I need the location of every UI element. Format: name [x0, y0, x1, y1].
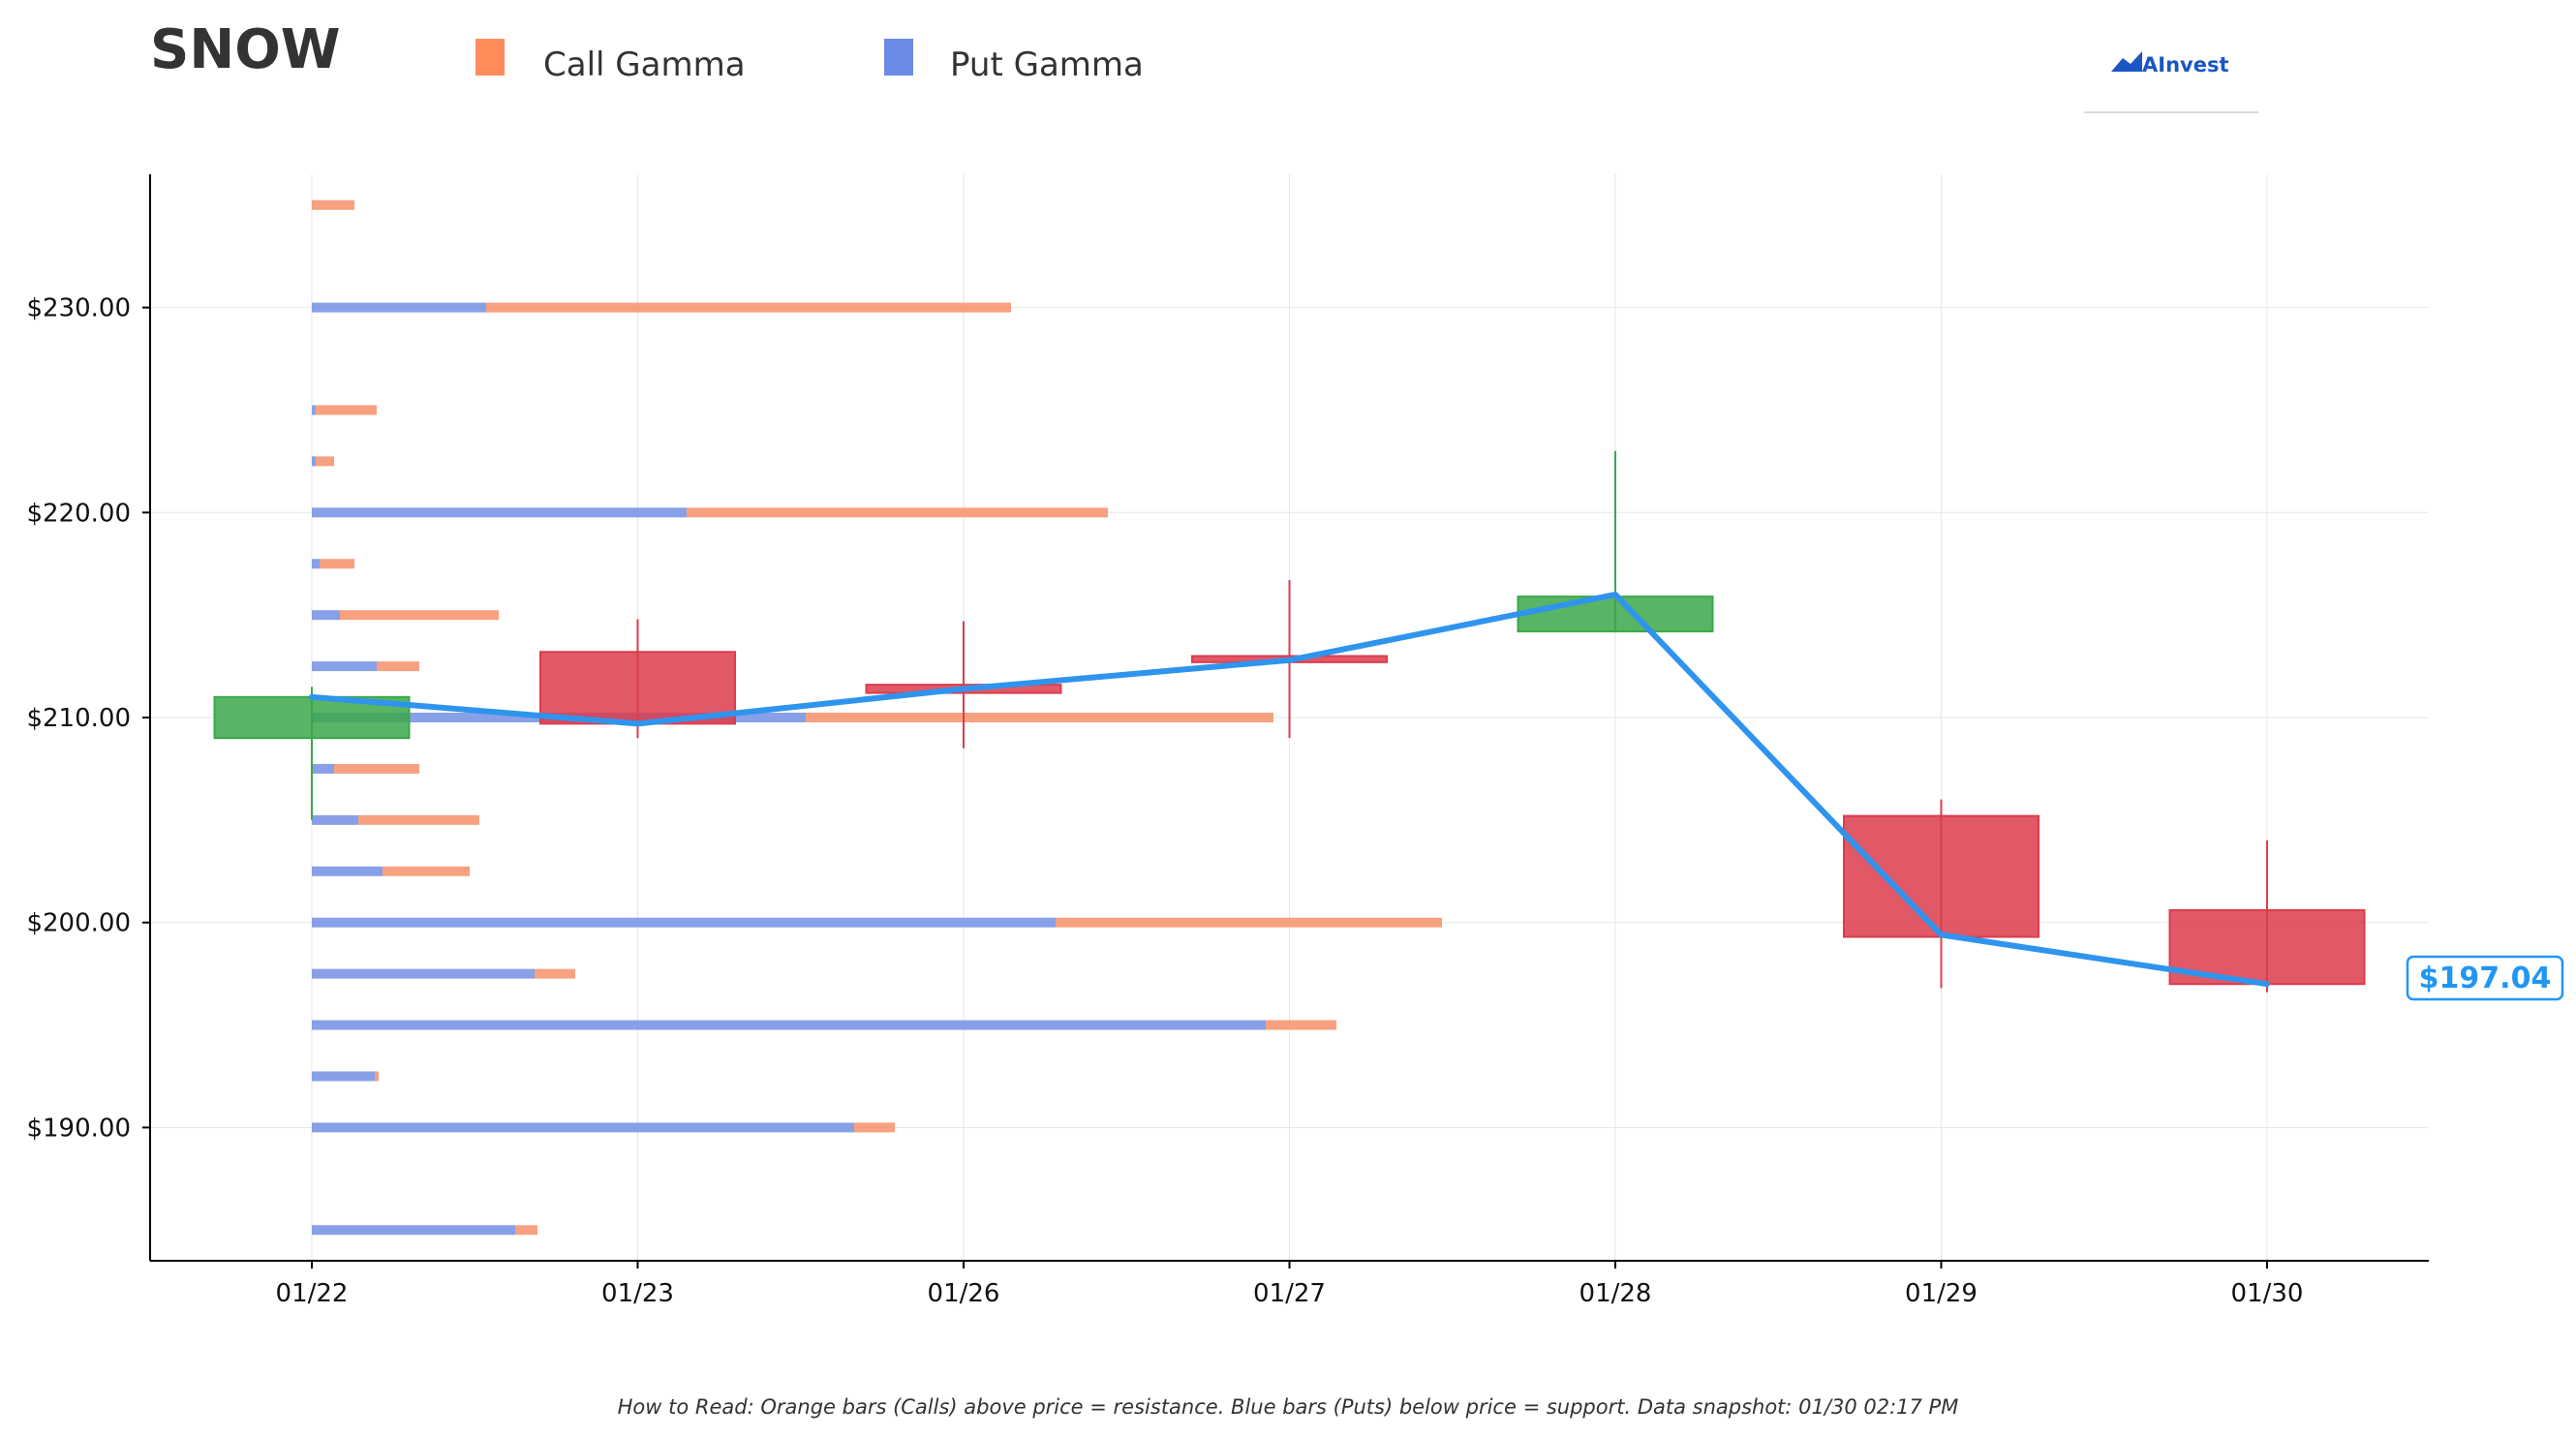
call-gamma-bar — [854, 1122, 895, 1133]
call-gamma-bar — [1266, 1020, 1336, 1030]
put-gamma-bar — [312, 507, 687, 518]
candle-body — [539, 651, 736, 725]
x-tick-label: 01/22 — [276, 1279, 349, 1308]
call-gamma-bar — [320, 559, 354, 569]
call-gamma-bar — [377, 661, 419, 672]
x-tick-label: 01/30 — [2231, 1279, 2304, 1308]
y-tick-label: $200.00 — [26, 909, 131, 938]
candle-body — [1843, 814, 2039, 938]
put-gamma-bar — [312, 866, 383, 876]
x-tick-label: 01/23 — [601, 1279, 674, 1308]
legend: Call Gamma Put Gamma — [475, 39, 1144, 84]
call-gamma-bar — [316, 405, 377, 415]
close-price-line — [309, 591, 2270, 988]
axes-layer: $190.00 $200.00 $210.00 $220.00 $230.00 01/22… — [26, 174, 2429, 1308]
call-gamma-bar — [1056, 917, 1442, 928]
call-gamma-bar — [375, 1071, 379, 1082]
call-gamma-bar — [486, 302, 1011, 313]
put-gamma-bar — [312, 559, 320, 569]
y-tick-label: $190.00 — [26, 1114, 131, 1143]
legend-swatch-put — [884, 39, 913, 76]
call-gamma-bar — [358, 814, 479, 825]
put-gamma-bar — [312, 661, 377, 672]
put-gamma-bar — [312, 1071, 375, 1082]
x-tick-label: 01/29 — [1905, 1279, 1978, 1308]
y-tick-label: $230.00 — [26, 294, 131, 323]
put-gamma-bar — [312, 405, 316, 415]
ainvest-logo: AInvest — [2084, 51, 2258, 113]
x-tick-label: 01/28 — [1579, 1279, 1652, 1308]
x-tick-label: 01/26 — [928, 1279, 1000, 1308]
x-tick-label: 01/27 — [1253, 1279, 1326, 1308]
call-gamma-bar — [687, 507, 1108, 518]
put-gamma-bar — [312, 968, 535, 979]
logo-chart-icon — [2111, 51, 2142, 72]
call-gamma-bar — [312, 199, 354, 210]
put-gamma-bar — [312, 814, 358, 825]
current-price-box — [2406, 955, 2564, 1001]
legend-label-call: Call Gamma — [543, 46, 746, 84]
call-gamma-bar — [316, 456, 334, 467]
put-gamma-bar — [312, 456, 316, 467]
logo-text: AInvest — [2142, 53, 2229, 76]
call-gamma-bar — [515, 1225, 537, 1236]
call-gamma-bar — [340, 610, 499, 621]
call-gamma-bar — [535, 968, 575, 979]
ticker-title: SNOW — [150, 18, 341, 81]
gamma-bars-layer — [312, 199, 1442, 1236]
put-gamma-bar — [312, 610, 340, 621]
put-gamma-bar — [312, 763, 334, 774]
legend-label-put: Put Gamma — [950, 46, 1144, 84]
candle-body — [1517, 596, 1714, 633]
current-price-tag: $197.04 — [2406, 955, 2564, 1001]
put-gamma-bar — [312, 302, 486, 313]
y-tick-label: $210.00 — [26, 704, 131, 733]
put-gamma-bar — [312, 1122, 854, 1133]
footer-note: How to Read: Orange bars (Calls) above p… — [618, 1395, 1959, 1419]
y-tick-label: $220.00 — [26, 499, 131, 528]
close-line-layer — [309, 591, 2270, 988]
call-gamma-bar — [383, 866, 470, 876]
put-gamma-bar — [312, 1225, 515, 1236]
current-price-label: $197.04 — [2419, 962, 2552, 995]
call-gamma-bar — [334, 763, 419, 774]
legend-swatch-call — [475, 39, 505, 76]
put-gamma-bar — [312, 917, 1056, 928]
put-gamma-bar — [312, 1020, 1266, 1030]
call-gamma-bar — [806, 713, 1273, 722]
